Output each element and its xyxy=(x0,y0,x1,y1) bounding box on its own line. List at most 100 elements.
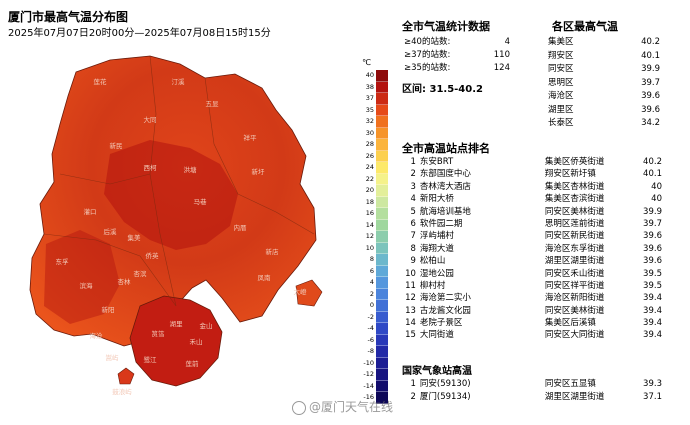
map-place-label: 汀溪 xyxy=(172,77,186,86)
ranking-location: 同安区大同街道 xyxy=(544,330,605,341)
ranking-location: 同安区美林街道 xyxy=(544,206,605,217)
legend-swatch xyxy=(376,127,388,139)
ranking-row: 8 海翔大道 海沧区东孚街道 39.6 xyxy=(402,243,662,255)
map-place-label: 凤南 xyxy=(258,273,272,282)
district-row: 长泰区 34.2 xyxy=(548,117,660,131)
legend-swatch xyxy=(376,104,388,116)
legend-swatch xyxy=(376,139,388,151)
map-place-label: 湖里 xyxy=(170,319,184,328)
ranking-temp: 39.7 xyxy=(643,218,662,229)
legend-label: 38 xyxy=(365,82,374,91)
legend-label: 24 xyxy=(365,163,374,171)
xiamen-island xyxy=(129,295,223,387)
ranking-temp: 39.6 xyxy=(643,243,662,254)
map-place-label: 大嶝 xyxy=(294,287,308,296)
map-place-label: 滨海 xyxy=(80,281,94,290)
ranking-row: 11 柳村村 同安区祥平街道 39.5 xyxy=(402,280,662,292)
legend-label: 0 xyxy=(369,301,374,309)
map-place-label: 海沧 xyxy=(90,331,104,340)
district-name: 思明区 xyxy=(548,77,574,88)
ranking-station: 杏林湾大酒店 xyxy=(419,181,471,192)
map-place-label: 大同 xyxy=(144,115,157,124)
ranking-row: 3 杏林湾大酒店 集美区杏林街道 40 xyxy=(402,181,662,193)
district-row: 海沧区 39.6 xyxy=(548,90,660,104)
national-temp: 37.1 xyxy=(643,392,662,402)
ranking-rank: 8 xyxy=(410,243,416,254)
hot-core-region xyxy=(104,140,238,250)
weibo-icon xyxy=(292,400,306,415)
temperature-legend: ℃ 40 38 37 35 32 30 28 26 24 22 20 18 16 14 12 10 8 6 4 2 0-… xyxy=(360,58,394,404)
legend-swatch xyxy=(376,219,388,231)
legend-swatch xyxy=(376,265,388,277)
legend-label: 22 xyxy=(365,174,374,183)
stats-row: ≥37的站数: 110 xyxy=(404,49,510,62)
stats-label: ≥37的站数: xyxy=(404,50,451,60)
ranking-station: 东安BRT xyxy=(419,157,454,167)
legend-swatches xyxy=(376,70,388,404)
page-title: 厦门市最高气温分布图 xyxy=(8,10,129,24)
legend-swatch xyxy=(376,70,388,82)
ranking-temp: 39.4 xyxy=(643,330,662,341)
legend-swatch xyxy=(376,311,388,323)
ranking-location: 集美区杏林街道 xyxy=(544,181,605,192)
time-range-subtitle: 2025年07月07日20时00分—2025年07月08日15时15分 xyxy=(8,28,271,39)
ranking-temp: 39.9 xyxy=(643,206,662,217)
ranking-location: 海沧区东孚街道 xyxy=(544,243,605,254)
legend-label: 20 xyxy=(365,186,374,194)
map-place-label: 禾山 xyxy=(190,337,203,346)
ranking-station: 古龙酱文化园 xyxy=(419,305,471,316)
ranking-rank: 7 xyxy=(410,231,416,242)
legend-swatch xyxy=(376,185,388,197)
ranking-row: 4 新阳大桥 集美区杏滨街道 40 xyxy=(402,193,662,205)
legend-label: -4 xyxy=(367,324,374,332)
stats-row: ≥40的站数: 4 xyxy=(404,36,510,49)
legend-label: -8 xyxy=(367,347,374,355)
district-row: 湖里区 39.6 xyxy=(548,104,660,118)
ranking-station: 浮屿埔村 xyxy=(419,231,454,242)
ranking-rank: 3 xyxy=(410,181,416,192)
watermark: @厦门天气在线 xyxy=(292,398,393,415)
ranking-station: 湿地公园 xyxy=(419,268,454,279)
ranking-location: 翔安区新圩镇 xyxy=(544,169,596,180)
legend-swatch xyxy=(376,162,388,174)
stats-value: 124 xyxy=(493,63,510,73)
legend-swatch xyxy=(376,81,388,93)
ranking-location: 同安区新民街道 xyxy=(544,231,605,242)
map-place-label: 鹭江 xyxy=(144,355,158,364)
district-boundaries xyxy=(43,55,315,307)
ranking-title: 全市高温站点排名 xyxy=(402,142,490,155)
ranking-temp: 40 xyxy=(651,181,662,192)
national-row: 1 同安(59130) 同安区五显镇 39.3 xyxy=(402,378,662,391)
stats-label: ≥35的站数: xyxy=(404,63,451,73)
legend-label: -16 xyxy=(363,393,374,401)
stats-row: ≥35的站数: 124 xyxy=(404,62,510,75)
legend-label: 8 xyxy=(369,255,374,263)
legend-swatch xyxy=(376,277,388,289)
ranking-temp: 39.5 xyxy=(643,268,662,279)
ranking-location: 同安区禾山街道 xyxy=(544,268,605,279)
legend-label: 30 xyxy=(365,128,374,137)
district-value: 39.6 xyxy=(641,91,660,101)
legend-label: 28 xyxy=(365,140,374,148)
district-value: 39.6 xyxy=(641,104,660,115)
ranking-location: 湖里区湖里街道 xyxy=(544,256,605,267)
legend-label: 2 xyxy=(369,289,374,298)
watermark-text: @厦门天气在线 xyxy=(309,400,394,414)
ranking-location: 同安区美林街道 xyxy=(544,305,605,316)
legend-swatch xyxy=(376,150,388,162)
national-row: 2 厦门(59134) 湖里区湖里街道 37.1 xyxy=(402,391,662,404)
district-value: 40.1 xyxy=(641,50,660,61)
legend-label: 37 xyxy=(365,94,374,102)
map-place-label: 祥平 xyxy=(244,133,258,142)
ranking-rank: 13 xyxy=(405,305,416,316)
national-title: 国家气象站高温 xyxy=(402,366,472,377)
district-name: 长泰区 xyxy=(548,118,574,128)
map-place-label: 新圩 xyxy=(252,167,266,176)
ranking-rank: 12 xyxy=(405,293,416,304)
ranking-station: 海沧第二实小 xyxy=(419,293,471,304)
map-place-label: 莲前 xyxy=(186,359,200,368)
ranking-rank: 6 xyxy=(410,218,416,229)
legend-label: 6 xyxy=(369,266,374,275)
ranking-location: 集美区后溪镇 xyxy=(544,318,596,329)
